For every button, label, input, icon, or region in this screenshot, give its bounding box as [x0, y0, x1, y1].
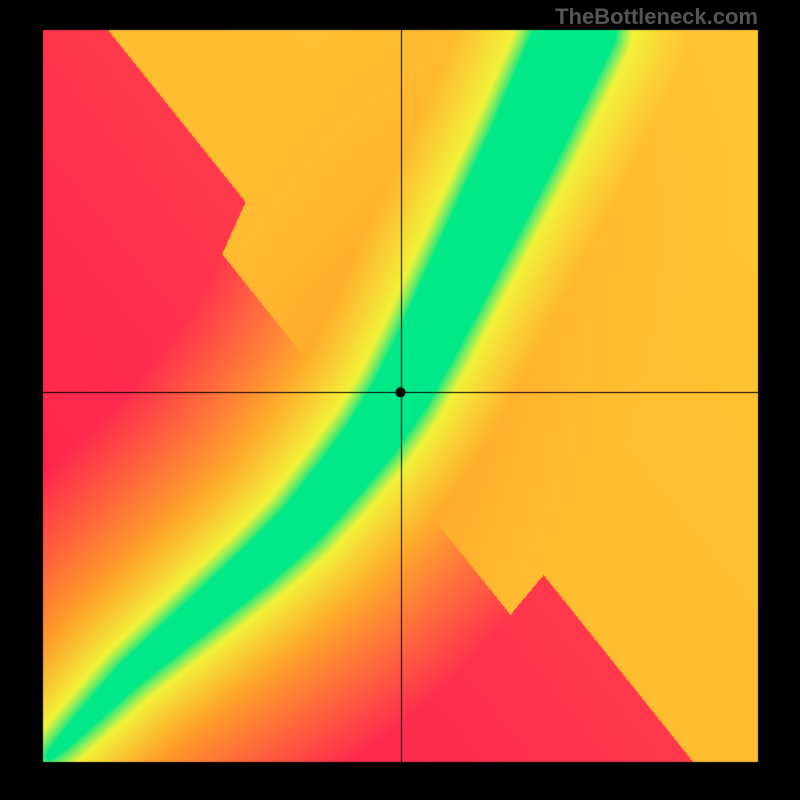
watermark-text: TheBottleneck.com [555, 4, 758, 30]
chart-container: TheBottleneck.com [0, 0, 800, 800]
bottleneck-heatmap [0, 0, 800, 800]
